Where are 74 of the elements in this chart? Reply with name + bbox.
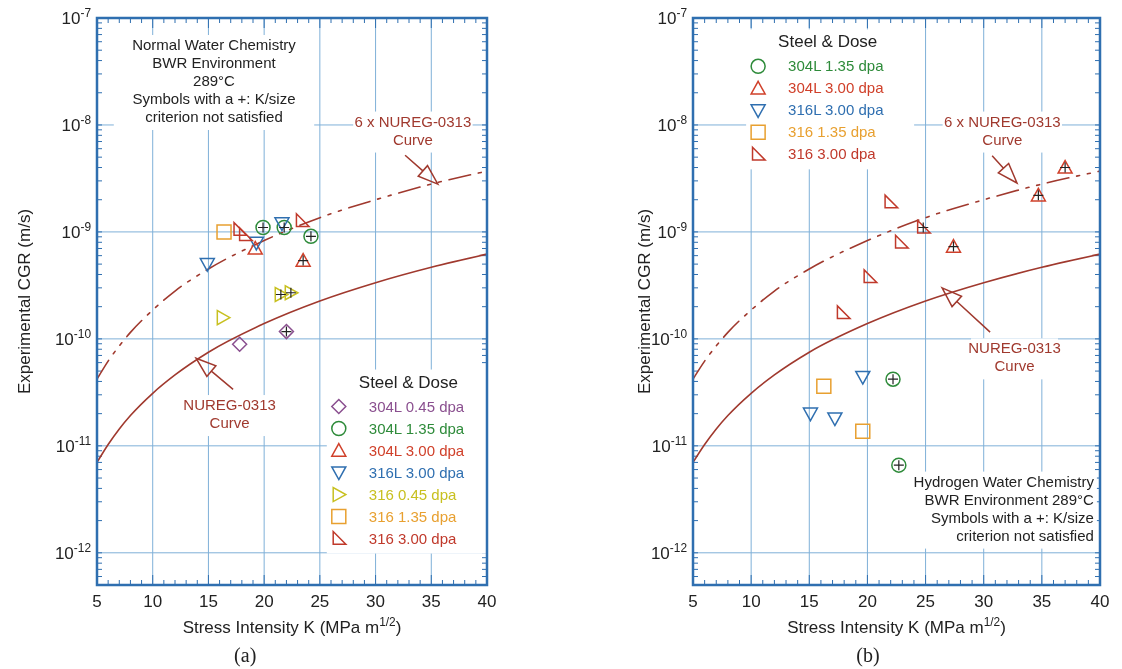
x-tick-label: 25	[310, 592, 330, 611]
legend-label: 316 0.45 dpa	[368, 485, 458, 503]
annotation: 6 x NUREG-0313 Curve	[943, 112, 1061, 148]
point	[238, 227, 253, 242]
point	[233, 221, 248, 236]
point	[216, 309, 231, 326]
x-tick-label: 10	[143, 592, 163, 611]
y-tick-label: 10$^{-12}$	[54, 540, 92, 563]
y-tick-label: 10$^{-12}$	[650, 540, 688, 563]
y-tick-label: 10$^{-9}$	[657, 219, 688, 242]
line-series	[693, 253, 1100, 464]
x-tick-label: 20	[254, 592, 274, 611]
y-tick-label: 10$^{-9}$	[61, 219, 92, 242]
x-tick-label: 25	[916, 592, 936, 611]
x-axis-title: Stress Intensity K (MPa m$^{1/2}$)	[787, 615, 1006, 637]
annotation: Normal Water Chemistry BWR Environment 289°C Symbols with a +: K/size criterion not satisfied	[132, 36, 297, 126]
point	[231, 336, 248, 353]
point	[884, 194, 899, 209]
legend-label: 304L 3.00 dpa	[788, 79, 885, 97]
point	[816, 378, 832, 395]
legend-title: Steel & Dose	[358, 372, 459, 392]
point	[863, 269, 878, 284]
point	[216, 224, 232, 240]
y-axis-title: Experimental CGR (m/s)	[15, 208, 34, 395]
x-tick-label: 5	[92, 592, 102, 611]
legend-label: 316L 3.00 dpa	[788, 101, 885, 119]
legend-label: 316L 3.00 dpa	[368, 463, 465, 481]
annotation: 6 x NUREG-0313 Curve	[354, 112, 472, 148]
point	[855, 423, 871, 439]
x-tick-label: 40	[1090, 592, 1110, 611]
point	[274, 217, 290, 232]
point	[248, 236, 265, 251]
legend-label: 304L 3.00 dpa	[368, 441, 465, 459]
point	[827, 412, 843, 427]
point	[199, 257, 216, 272]
x-tick-label: 35	[1032, 592, 1052, 611]
point	[247, 240, 263, 255]
x-tick-label: 5	[688, 592, 698, 611]
legend-label: 304L 0.45 dpa	[368, 397, 465, 415]
legend-label: 316 1.35 dpa	[788, 123, 877, 141]
x-tick-label: 20	[857, 592, 877, 611]
legend-title: Steel & Dose	[778, 32, 878, 52]
x-tick-label: 40	[477, 592, 497, 611]
x-tick-label: 30	[366, 592, 386, 611]
x-axis-title: Stress Intensity K (MPa m$^{1/2}$)	[182, 615, 402, 637]
annotation: Hydrogen Water Chemistry BWR Environment 289°C Symbols with a +: K/size criterion not satisfied	[913, 472, 1095, 544]
x-tick-label: 30	[974, 592, 994, 611]
legend-label: 304L 1.35 dpa	[788, 57, 885, 75]
y-tick-label: 10$^{-11}$	[55, 433, 92, 456]
legend-label: 304L 1.35 dpa	[368, 419, 465, 437]
point	[802, 407, 819, 422]
x-tick-label: 15	[198, 592, 218, 611]
y-tick-label: 10$^{-11}$	[651, 433, 688, 456]
line-series	[693, 170, 1100, 380]
annotation: NUREG-0313 Curve	[183, 396, 276, 432]
point	[894, 234, 909, 249]
legend-label: 316 3.00 dpa	[368, 529, 458, 547]
point	[295, 213, 310, 228]
point	[836, 305, 851, 320]
y-tick-label: 10$^{-8}$	[657, 112, 688, 135]
x-tick-label: 35	[421, 592, 441, 611]
x-tick-label: 15	[799, 592, 819, 611]
text: (a)	[234, 643, 257, 667]
y-tick-label: 10$^{-8}$	[61, 112, 92, 135]
y-tick-label: 10$^{-7}$	[61, 6, 92, 28]
y-tick-label: 10$^{-7}$	[657, 6, 688, 28]
annotation: NUREG-0313 Curve	[968, 339, 1061, 375]
legend-label: 316 3.00 dpa	[788, 145, 877, 163]
x-tick-label: 10	[741, 592, 761, 611]
legend-label: 316 1.35 dpa	[368, 507, 458, 525]
point	[855, 370, 871, 385]
text: (b)	[856, 643, 880, 667]
line-series	[97, 253, 487, 464]
y-tick-label: 10$^{-10}$	[54, 326, 92, 349]
